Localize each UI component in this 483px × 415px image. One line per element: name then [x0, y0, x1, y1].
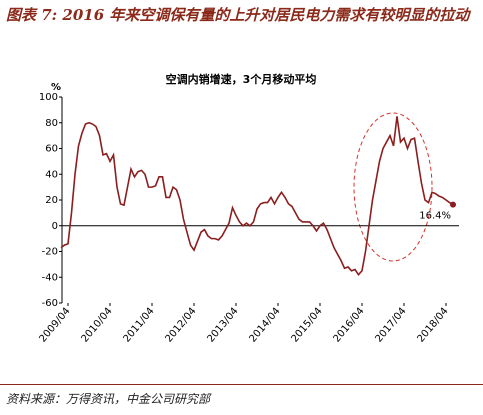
x-tick-label: 2016/04 [331, 306, 366, 345]
chart: 空调内销增速，3个月移动平均 % -60 -40 -20 0 20 40 60 80 100 20… [37, 72, 459, 345]
y-tick-label: 20 [45, 195, 58, 206]
chart-title: 空调内销增速，3个月移动平均 [166, 72, 317, 86]
y-tick-label: 100 [39, 92, 58, 103]
last-point [450, 201, 456, 208]
source-note: 资料来源：万得资讯，中金公司研究部 [6, 392, 211, 406]
x-tick-label: 2011/04 [121, 306, 156, 345]
x-tick-label: 2013/04 [205, 306, 240, 345]
highlight-ellipse [353, 112, 433, 262]
divider [0, 384, 483, 385]
y-tick-label: 80 [45, 118, 58, 129]
y-tick-label: -20 [42, 247, 58, 258]
x-tick-label: 2010/04 [79, 306, 114, 345]
y-tick-label: 60 [45, 144, 58, 155]
x-tick-label: 2012/04 [163, 306, 198, 345]
y-tick-label: 40 [45, 169, 58, 180]
x-tick-label: 2018/04 [415, 306, 450, 345]
x-tick-label: 2015/04 [289, 306, 324, 345]
y-tick-label: -40 [42, 272, 58, 283]
annotation: 16.4% [419, 211, 451, 222]
figure-title: 图表 7: 2016 年来空调保有量的上升对居民电力需求有较明显的拉动 [6, 6, 470, 24]
data-line [60, 116, 454, 276]
y-axis-label: % [51, 82, 61, 93]
y-tick-label: 0 [52, 221, 58, 232]
x-tick-label: 2014/04 [247, 306, 282, 345]
x-tick-label: 2017/04 [373, 306, 408, 345]
x-tick-label: 2009/04 [37, 306, 72, 345]
y-tick-label: -60 [42, 298, 58, 309]
